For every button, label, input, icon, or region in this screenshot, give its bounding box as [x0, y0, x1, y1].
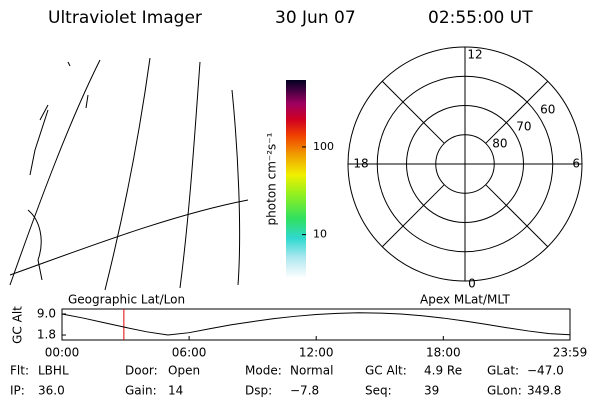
field-label: GC Alt: [365, 364, 407, 378]
plot-title-right: Apex MLat/MLT [420, 293, 510, 307]
x-tick-label: 00:00 [45, 346, 80, 360]
field-value: 39 [424, 384, 439, 398]
y-tick-label: 9.0 [37, 306, 56, 320]
field-value: Open [168, 364, 200, 378]
polar-diagonal [381, 184, 445, 248]
field-value: −47.0 [527, 364, 564, 378]
date: 30 Jun 07 [275, 8, 356, 28]
polar-hour-label: 0 [468, 277, 476, 291]
field-label: Flt: [10, 364, 29, 378]
status-footer: Flt: LBHL Door: Open Mode: Normal GC Alt: 4.9 R… [10, 364, 564, 398]
x-tick-label: 23:59 [553, 346, 588, 360]
field-label: Door: [125, 364, 158, 378]
field-value: Normal [290, 364, 333, 378]
altitude-plot: Geographic Lat/Lon Apex MLat/MLT GC Alt 9.0… [11, 293, 588, 360]
field-value: −7.8 [290, 384, 319, 398]
colorbar [286, 80, 306, 278]
altitude-line [61, 312, 571, 336]
map-graticule [9, 57, 249, 291]
field-label: Seq: [365, 384, 392, 398]
x-tick-label: 12:00 [299, 346, 334, 360]
plot-frame [61, 308, 571, 341]
field-label: Gain: [125, 384, 157, 398]
polar-diagonal [485, 184, 549, 248]
field-label: GLat: [487, 364, 519, 378]
polar-hour-label: 12 [467, 48, 482, 62]
colorbar-tick-label: 10 [313, 228, 327, 241]
polar-hour-label: 6 [572, 157, 580, 171]
title: Ultraviolet Imager [48, 8, 202, 28]
field-label: GLon: [487, 384, 522, 398]
y-tick-label: 1.8 [37, 328, 56, 342]
polar-ring-label: 80 [492, 136, 507, 150]
polar-hour-label: 18 [353, 157, 368, 171]
field-value: 14 [168, 384, 183, 398]
field-value: 36.0 [38, 384, 65, 398]
x-tick-label: 06:00 [172, 346, 207, 360]
polar-diagonal [381, 80, 445, 144]
field-value: LBHL [38, 364, 69, 378]
polar-ring-label: 70 [516, 120, 531, 134]
colorbar-label: photon cm⁻²s⁻¹ [265, 132, 279, 225]
field-label: IP: [10, 384, 25, 398]
x-tick-label: 18:00 [426, 346, 461, 360]
polar-diagonal [485, 80, 549, 144]
field-label: Mode: [245, 364, 282, 378]
polar-ring-label: 60 [540, 103, 555, 117]
field-label: Dsp: [245, 384, 272, 398]
plot-title-left: Geographic Lat/Lon [68, 293, 185, 307]
time: 02:55:00 UT [428, 8, 533, 28]
field-value: 349.8 [527, 384, 561, 398]
field-value: 4.9 Re [424, 364, 462, 378]
y-axis-label: GC Alt [11, 306, 25, 344]
colorbar-tick-label: 100 [313, 140, 334, 153]
